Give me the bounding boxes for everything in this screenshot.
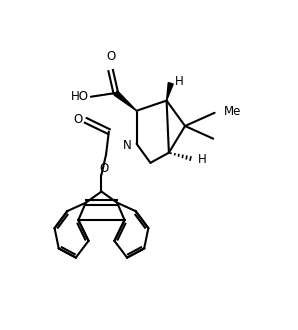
Text: O: O xyxy=(74,113,83,126)
Polygon shape xyxy=(114,91,136,111)
Polygon shape xyxy=(167,82,173,101)
Text: O: O xyxy=(106,50,115,63)
Text: H: H xyxy=(175,75,184,88)
Text: N: N xyxy=(123,139,131,151)
Text: H: H xyxy=(198,152,206,166)
Text: HO: HO xyxy=(71,90,89,103)
Text: Me: Me xyxy=(224,105,241,118)
Text: O: O xyxy=(100,162,109,175)
